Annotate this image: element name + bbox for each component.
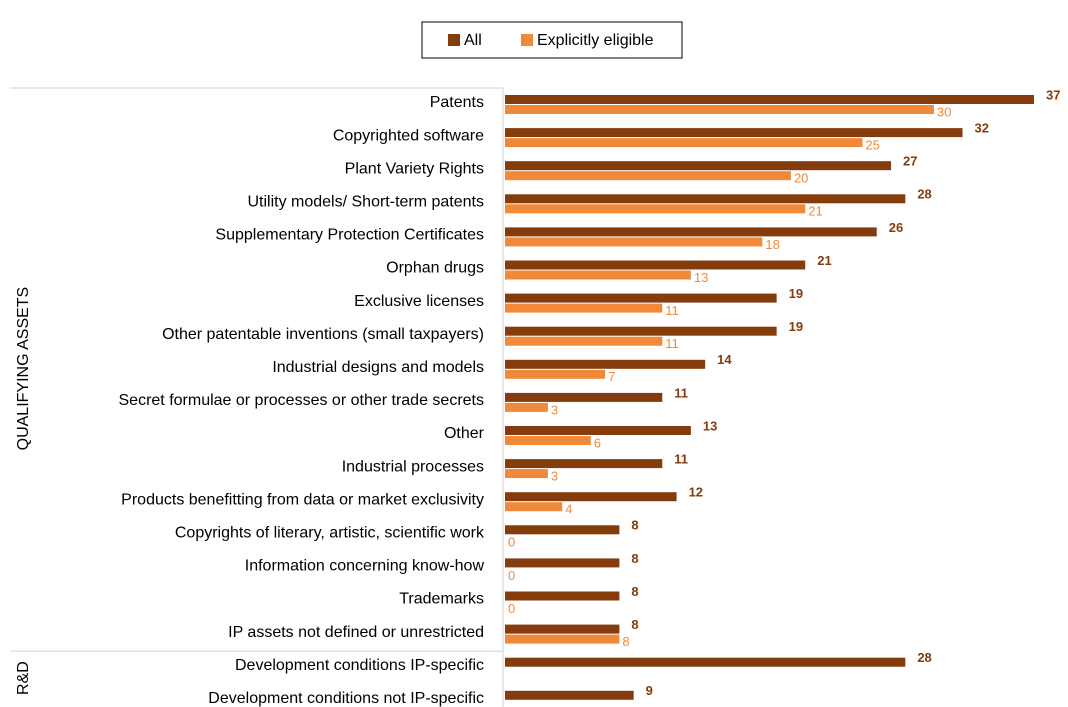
category-label: Other patentable inventions (small taxpa… (162, 326, 484, 343)
group-label: QUALIFYING ASSETS (15, 287, 32, 451)
value-label: 3 (551, 402, 558, 417)
bar (505, 105, 934, 114)
value-label: 8 (631, 551, 638, 566)
bar (505, 194, 906, 204)
value-label: 19 (789, 286, 803, 301)
bar (505, 237, 763, 247)
category-label: Orphan drugs (386, 260, 484, 277)
value-label: 18 (765, 237, 779, 252)
bar (505, 138, 863, 148)
value-label: 8 (631, 584, 638, 599)
value-label: 19 (789, 319, 803, 334)
category-label: Copyrighted software (333, 127, 484, 144)
value-label: 11 (665, 303, 679, 318)
category-label: Supplementary Protection Certificates (215, 227, 484, 244)
value-label: 30 (937, 104, 951, 119)
value-label: 21 (808, 204, 822, 219)
value-label: 11 (665, 336, 679, 351)
value-label: 26 (889, 220, 903, 235)
bar (505, 336, 663, 346)
bar (505, 293, 777, 303)
bar (505, 591, 620, 601)
value-label: 14 (717, 352, 732, 367)
category-label: Secret formulae or processes or other tr… (119, 392, 485, 409)
category-label: Exclusive licenses (354, 293, 484, 310)
value-label: 25 (865, 138, 879, 153)
category-label: Patents (430, 94, 484, 111)
bar (505, 402, 548, 412)
value-label: 11 (674, 452, 688, 467)
value-label: 9 (646, 683, 653, 698)
value-label: 21 (817, 253, 831, 268)
value-label: 6 (594, 435, 601, 450)
category-label: Other (444, 425, 485, 442)
value-label: 37 (1046, 87, 1060, 102)
bar (505, 392, 663, 402)
value-label: 0 (508, 568, 515, 583)
value-label: 3 (551, 469, 558, 484)
legend-label: All (464, 32, 482, 49)
value-label: 8 (622, 634, 629, 649)
bar (505, 690, 634, 700)
bar (505, 624, 620, 634)
value-label: 4 (565, 502, 572, 517)
legend-swatch (448, 34, 460, 46)
bar (505, 171, 791, 181)
category-label: Industrial processes (342, 458, 484, 475)
category-label: Products benefitting from data or market… (121, 491, 484, 508)
legend-label: Explicitly eligible (537, 32, 654, 49)
value-label: 11 (674, 385, 688, 400)
bar (505, 459, 663, 469)
value-label: 20 (794, 171, 808, 186)
bar (505, 492, 677, 502)
value-label: 27 (903, 154, 917, 169)
category-label: Information concerning know-how (245, 558, 485, 575)
bar (505, 558, 620, 568)
bar (505, 161, 892, 171)
value-label: 8 (631, 518, 638, 533)
bar (505, 227, 877, 237)
value-label: 0 (508, 601, 515, 616)
value-label: 8 (631, 617, 638, 632)
category-label: Trademarks (399, 591, 484, 608)
bar (505, 326, 777, 336)
bar (505, 270, 691, 280)
category-label: Utility models/ Short-term patents (247, 194, 484, 211)
bar (505, 469, 548, 479)
value-label: 7 (608, 369, 615, 384)
bar (505, 260, 806, 270)
bar (505, 436, 591, 445)
bar (505, 657, 906, 667)
category-label: Copyrights of literary, artistic, scient… (175, 525, 485, 542)
value-label: 12 (689, 485, 703, 500)
value-label: 13 (694, 270, 708, 285)
bar (505, 426, 691, 435)
category-label: Development conditions not IP-specific (208, 690, 484, 707)
category-label: IP assets not defined or unrestricted (228, 624, 484, 641)
legend-swatch (521, 34, 533, 46)
value-label: 32 (975, 121, 989, 136)
bar (505, 359, 706, 369)
value-label: 28 (917, 187, 931, 202)
group-label: R&D (15, 661, 32, 695)
category-label: Development conditions IP-specific (235, 657, 484, 674)
bar (505, 128, 963, 138)
legend-box (421, 21, 683, 59)
bar (505, 525, 620, 535)
value-label: 13 (703, 418, 717, 433)
category-label: Plant Variety Rights (345, 160, 484, 177)
bar (505, 95, 1034, 104)
value-label: 0 (508, 535, 515, 550)
bar (505, 502, 563, 512)
category-label: Industrial designs and models (272, 359, 484, 376)
bar (505, 369, 606, 379)
value-label: 28 (917, 650, 931, 665)
bar (505, 204, 806, 214)
bar (505, 634, 620, 644)
bar (505, 303, 663, 313)
